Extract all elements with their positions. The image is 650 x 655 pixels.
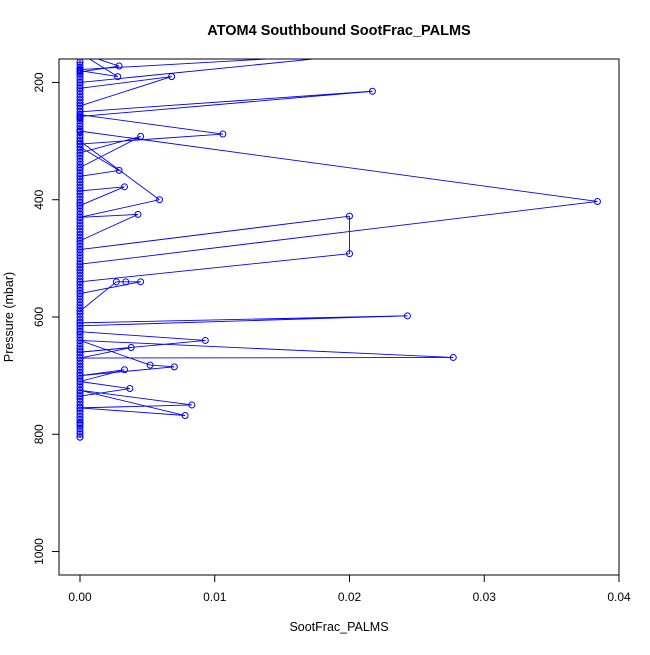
- data-point: [369, 50, 375, 56]
- series-line-segment: [79, 59, 277, 71]
- chart-title: ATOM4 Southbound SootFrac_PALMS: [207, 23, 471, 39]
- y-tick-label: 200: [32, 72, 46, 92]
- data-point: [115, 62, 123, 70]
- series-line-segment: [79, 65, 120, 73]
- series-line-segment: [79, 357, 454, 359]
- data-point: [137, 278, 145, 286]
- data-point: [188, 401, 196, 409]
- data-point: [403, 312, 411, 320]
- data-point: [120, 366, 128, 374]
- y-axis-label: Pressure (mbar): [2, 272, 16, 362]
- data-point: [201, 336, 209, 344]
- series-line-segment: [79, 90, 373, 117]
- series-line-segment: [79, 215, 350, 251]
- series-line-segment: [79, 381, 130, 389]
- series-line-segment: [79, 90, 373, 113]
- data-point: [368, 87, 376, 95]
- y-tick-label: 400: [32, 189, 46, 209]
- series-line-segment: [79, 315, 408, 327]
- x-tick-label: 0.00: [68, 590, 92, 604]
- data-point: [346, 212, 353, 220]
- series-line-segment: [79, 186, 125, 192]
- series-line-segment: [79, 201, 598, 265]
- series-line-segment: [79, 347, 132, 359]
- series-line-segment: [79, 315, 408, 324]
- series-line-segment: [96, 59, 120, 67]
- x-tick-label: 0.04: [607, 590, 631, 604]
- data-point: [181, 412, 189, 420]
- data-point: [137, 132, 145, 140]
- series-line-segment: [79, 369, 125, 382]
- series-line-segment: [79, 340, 454, 358]
- series-line-segment: [79, 59, 319, 83]
- series-line-segment: [79, 70, 118, 78]
- data-point: [219, 130, 227, 138]
- series-line-segment: [79, 76, 172, 107]
- data-point: [114, 73, 122, 81]
- series-line-group: [79, 59, 598, 438]
- series-line-segment: [88, 59, 118, 77]
- series-line-segment: [79, 213, 139, 242]
- x-axis: 0.00 0.01 0.02 0.03 0.04: [68, 574, 631, 604]
- data-point: [146, 361, 154, 369]
- series-line-segment: [79, 213, 138, 218]
- series-line-segment: [79, 133, 223, 145]
- data-point: [76, 430, 84, 438]
- series-line-segment: [79, 407, 186, 416]
- series-line-segment: [79, 199, 160, 218]
- x-tick-label: 0.02: [338, 590, 362, 604]
- data-point: [122, 278, 130, 286]
- series-line-segment: [79, 404, 192, 409]
- data-point: [346, 250, 353, 258]
- series-line-segment: [79, 369, 125, 377]
- series-line-segment: [79, 389, 192, 406]
- series-line-segment: [79, 140, 160, 201]
- series-line-segment: [79, 146, 120, 171]
- series-line-segment: [79, 135, 141, 154]
- y-tick-label: 800: [32, 424, 46, 444]
- series-line-segment: [79, 114, 223, 135]
- data-point: [170, 363, 178, 371]
- y-tick-label: 600: [32, 307, 46, 327]
- data-point: [449, 353, 457, 361]
- data-point: [168, 73, 176, 81]
- data-point: [77, 50, 83, 56]
- series-point-group: [76, 50, 601, 441]
- data-point: [156, 196, 164, 204]
- data-point: [127, 343, 135, 351]
- data-point: [76, 433, 84, 441]
- data-point: [112, 278, 120, 286]
- data-point: [126, 385, 134, 393]
- x-axis-label: SootFrac_PALMS: [289, 620, 388, 634]
- data-point: [593, 197, 601, 205]
- series-line-segment: [79, 389, 186, 416]
- series-line-segment: [79, 340, 151, 366]
- y-tick-label: 1000: [32, 538, 46, 565]
- series-line-segment: [150, 364, 175, 368]
- x-tick-label: 0.03: [473, 590, 497, 604]
- series-line-segment: [79, 388, 130, 397]
- series-line-segment: [79, 135, 141, 168]
- data-point: [115, 166, 123, 174]
- series-line-segment: [79, 331, 206, 341]
- series-line-segment: [79, 253, 350, 283]
- series-line-segment: [79, 76, 172, 89]
- x-tick-label: 0.01: [203, 590, 227, 604]
- series-line-segment: [79, 130, 598, 202]
- series-line-segment: [79, 281, 117, 312]
- data-point: [134, 210, 142, 218]
- series-line-segment: [79, 186, 125, 207]
- series-line-segment: [79, 169, 120, 177]
- y-axis: 200 400 600 800 1000: [32, 72, 60, 565]
- data-point: [120, 183, 128, 191]
- series-line-segment: [79, 281, 141, 294]
